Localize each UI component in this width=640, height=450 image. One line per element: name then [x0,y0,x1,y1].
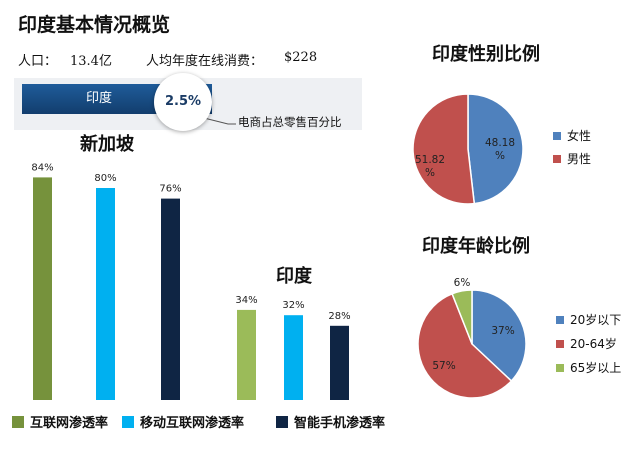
legend-label-internet: 互联网渗透率 [30,416,109,431]
legend-item-male: 男性 [553,150,591,167]
india-bar-label-smartphone: 28% [328,311,350,322]
legend-item-internet: 互联网渗透率 [12,412,108,431]
legend-swatch-age-20-64 [556,339,564,348]
india-bar-mobile [284,315,303,400]
india-bar-smartphone [330,325,349,400]
singapore-bar-label-smartphone: 76% [159,184,181,195]
ecommerce-share-badge: 2.5% [154,73,212,131]
ecommerce-banner-country: 印度 [85,91,112,106]
india-bar-internet [237,309,256,400]
legend-label-mobile: 移动互联网渗透率 [140,416,245,431]
legend-swatch-internet [12,415,24,428]
age-pie-slice-under20 [471,289,527,383]
legend-item-female: 女性 [553,127,591,144]
ecommerce-share-caption: 电商占总零售百分比 [238,115,342,129]
spend-value: $228 [284,50,318,65]
legend-item-smartphone: 智能手机渗透率 [276,412,385,431]
legend-label-smartphone: 智能手机渗透率 [294,416,386,431]
legend-swatch-smartphone [276,415,288,428]
singapore-bar-smartphone [161,198,180,400]
gender-pie-slice-male [412,93,476,205]
legend-label-age-under20: 20岁以下 [570,313,622,327]
age-pie-slice-20-64 [417,292,513,399]
age-pie-slice-label-20-64: 57% [432,360,455,372]
singapore-bar-mobile [96,188,115,400]
india-bar-label-mobile: 32% [282,300,304,311]
spend-label: 人均年度在线消费： [146,54,264,69]
legend-item-age-under20: 20岁以下 [556,311,621,328]
legend-swatch-male [553,154,561,163]
population-value: 13.4亿 [70,54,112,69]
age-chart-title: 印度年龄比例 [422,236,530,257]
legend-swatch-mobile [122,415,134,428]
legend-label-age-20-64: 20-64岁 [570,337,617,351]
singapore-bar-internet [33,177,52,400]
india-chart-title: 印度 [276,266,312,287]
legend-item-age-65plus: 65岁以上 [556,359,621,376]
age-pie-slice-label-65plus: 6% [454,277,471,289]
age-pie-slice-65plus [451,289,473,345]
gender-chart-title: 印度性别比例 [432,44,540,65]
legend-label-female: 女性 [567,129,592,143]
legend-label-age-65plus: 65岁以上 [570,361,622,375]
gender-pie-slice-label-female: 48.18% [485,137,515,162]
age-pie-slice-label-under20: 37% [491,325,514,337]
legend-item-mobile: 移动互联网渗透率 [122,412,244,431]
gender-pie-slice-female [467,93,524,205]
population-label: 人口： [18,54,58,69]
legend-label-male: 男性 [567,152,592,166]
singapore-bar-label-mobile: 80% [94,173,116,184]
singapore-chart-title: 新加坡 [80,134,134,155]
page-title: 印度基本情况概览 [18,14,171,36]
legend-swatch-age-under20 [556,315,564,324]
legend-swatch-age-65plus [556,363,564,372]
india-bar-label-internet: 34% [235,295,257,306]
legend-swatch-female [553,131,561,140]
gender-pie-slice-label-male: 51.82% [415,154,445,179]
singapore-bar-label-internet: 84% [31,162,53,173]
legend-item-age-20-64: 20-64岁 [556,335,617,352]
